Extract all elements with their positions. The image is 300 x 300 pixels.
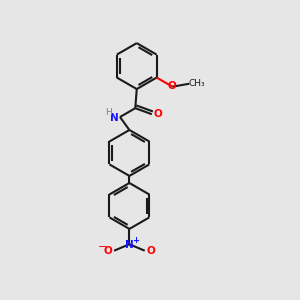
Text: +: + [132,236,139,245]
Text: O: O [147,246,156,256]
Text: N: N [110,113,119,124]
Text: O: O [103,246,112,256]
Text: N: N [125,240,134,250]
Text: −: − [98,242,108,252]
Text: H: H [105,108,112,117]
Text: O: O [154,109,163,118]
Text: CH₃: CH₃ [189,79,205,88]
Text: O: O [167,81,176,92]
